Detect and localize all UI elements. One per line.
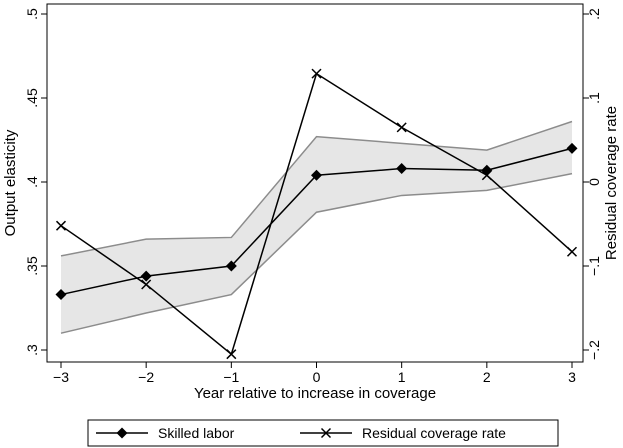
x-marker [226,349,237,360]
diamond-marker [55,289,67,301]
x-marker [320,427,332,439]
y2-tick-label: −.1 [586,256,602,276]
legend-item: Residual coverage rate [300,425,506,441]
diamond-marker [225,260,237,272]
x-marker [311,68,322,79]
y2-axis-label: Residual coverage rate [603,106,620,260]
x-tick-label: −2 [138,369,154,385]
legend-label: Residual coverage rate [362,425,506,441]
axes: −3 −2 −1 0 1 2 3 .3 .35 .4 .45 .5 −.2 −.1 0 .1 .2 [24,8,602,385]
y-tick-label: .4 [24,176,40,188]
series-layer [55,68,578,360]
y2-tick-label: .2 [586,8,602,20]
y-tick-label: .3 [24,344,40,356]
x-tick-label: 3 [568,369,576,385]
y2-tick-label: 0 [586,178,602,186]
diamond-marker [396,163,408,175]
x-tick-label: 0 [313,369,321,385]
series-residual-coverage-rate [55,68,578,360]
plot-frame [46,3,584,363]
x-marker [141,279,152,290]
x-marker [396,122,407,133]
x-tick-label: −3 [53,369,69,385]
y-axis-label: Output elasticity [2,129,19,236]
x-marker [481,170,492,181]
legend-item: Skilled labor [96,425,235,441]
diamond-marker [566,142,578,154]
band-lower-edge [60,172,573,334]
legend-label: Skilled labor [158,425,235,441]
x-tick-label: −1 [223,369,239,385]
series-skilled-labor [55,142,578,301]
x-marker [566,246,578,257]
x-tick-label: 2 [483,369,491,385]
x-tick-label: 1 [398,369,406,385]
y2-tick-label: −.2 [586,340,602,360]
legend: Skilled labor Residual coverage rate [87,419,559,447]
band-area [61,121,572,334]
confidence-band [60,120,573,334]
y-tick-label: .35 [24,256,40,276]
y-tick-label: .45 [24,88,40,108]
diamond-marker [140,270,152,282]
y2-tick-label: .1 [586,92,602,104]
diamond-marker [116,427,128,439]
y-tick-label: .5 [24,8,40,20]
x-marker [55,220,67,231]
band-upper-edge [60,120,573,257]
diamond-marker [311,169,322,181]
x-axis-label: Year relative to increase in coverage [194,385,436,402]
